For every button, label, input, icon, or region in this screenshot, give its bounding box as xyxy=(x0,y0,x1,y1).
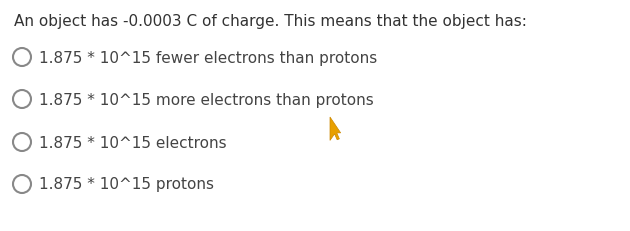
Text: An object has -0.0003 C of charge. This means that the object has:: An object has -0.0003 C of charge. This … xyxy=(14,14,527,29)
Text: 1.875 * 10^15 fewer electrons than protons: 1.875 * 10^15 fewer electrons than proto… xyxy=(39,50,377,65)
Text: 1.875 * 10^15 more electrons than protons: 1.875 * 10^15 more electrons than proton… xyxy=(39,92,374,107)
Text: 1.875 * 10^15 protons: 1.875 * 10^15 protons xyxy=(39,177,214,192)
Text: 1.875 * 10^15 electrons: 1.875 * 10^15 electrons xyxy=(39,135,227,150)
Polygon shape xyxy=(330,118,341,141)
